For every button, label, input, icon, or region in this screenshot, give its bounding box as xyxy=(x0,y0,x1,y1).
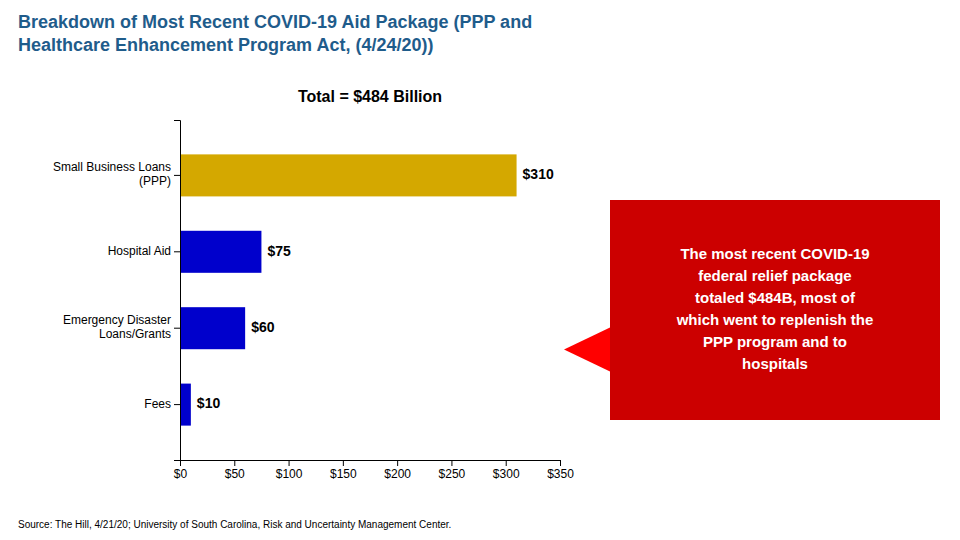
text-line: (PPP) xyxy=(139,175,171,189)
x-tick: $300 xyxy=(493,460,520,481)
x-tick-label: $100 xyxy=(276,467,303,481)
x-tick-mark xyxy=(451,460,452,466)
data-label: $10 xyxy=(197,395,221,411)
y-tick-label: Hospital Aid xyxy=(108,244,171,258)
text-line: federal relief package xyxy=(698,267,851,284)
x-tick: $150 xyxy=(330,460,357,481)
source: Source: The Hill, 4/21/20; University of… xyxy=(18,519,451,530)
y-tick: Small Business Loans(PPP) xyxy=(53,161,180,189)
x-tick: $200 xyxy=(384,460,411,481)
x-tick-mark xyxy=(397,460,398,466)
text-line: The most recent COVID-19 xyxy=(680,245,869,262)
y-tick-mark xyxy=(174,404,180,405)
y-tick: Emergency DisasterLoans/Grants xyxy=(63,313,180,341)
x-axis: $0 $50 $100 $150 $200 $250 $300 $350 xyxy=(174,460,574,481)
annotation-text: The most recent COVID-19 federal relief p… xyxy=(676,245,874,372)
text-line: Small Business Loans xyxy=(53,161,171,175)
text-line: Hospital Aid xyxy=(108,244,171,258)
y-tick-label: Emergency DisasterLoans/Grants xyxy=(63,313,171,341)
text-line: totaled $484B, most of xyxy=(695,289,856,306)
x-tick: $250 xyxy=(439,460,466,481)
subtitle: Total = $484 Billion xyxy=(298,88,442,105)
text-line: Breakdown of Most Recent COVID-19 Aid Pa… xyxy=(18,12,532,32)
x-tick: $50 xyxy=(225,460,245,481)
bars xyxy=(180,154,517,425)
x-tick-label: $150 xyxy=(330,467,357,481)
x-tick-mark xyxy=(506,460,507,466)
x-tick-label: $50 xyxy=(225,467,245,481)
plot: $0 $50 $100 $150 $200 $250 $300 $350 Fees Emergen… xyxy=(53,121,574,481)
x-tick-label: $200 xyxy=(384,467,411,481)
y-tick-mark xyxy=(174,328,180,329)
x-axis-line xyxy=(181,461,561,467)
text-line: PPP program and to xyxy=(703,333,847,350)
bar xyxy=(180,384,191,426)
text-line: Healthcare Enhancement Program Act, (4/2… xyxy=(18,35,433,55)
y-tick-label: Small Business Loans(PPP) xyxy=(53,161,171,189)
x-tick-label: $300 xyxy=(493,467,520,481)
x-tick-label: $350 xyxy=(547,467,574,481)
annotation: The most recent COVID-19 federal relief p… xyxy=(564,200,940,420)
chart: Breakdown of Most Recent COVID-19 Aid Pa… xyxy=(0,0,960,540)
y-tick: Fees xyxy=(144,397,180,411)
y-tick-mark xyxy=(174,251,180,252)
text-line: Fees xyxy=(144,397,171,411)
data-labels: $10 $60 $75 $310 xyxy=(197,166,554,411)
data-label: $75 xyxy=(267,243,291,259)
title: Breakdown of Most Recent COVID-19 Aid Pa… xyxy=(18,12,532,55)
y-axis: Fees Emergency DisasterLoans/Grants Hospit… xyxy=(53,121,181,461)
x-tick-mark xyxy=(234,460,235,466)
data-label: $310 xyxy=(523,166,554,182)
x-tick-label: $0 xyxy=(174,467,188,481)
y-tick: Hospital Aid xyxy=(108,244,180,258)
text-line: Emergency Disaster xyxy=(63,313,171,327)
x-tick: $100 xyxy=(276,460,303,481)
data-label: $60 xyxy=(251,319,275,335)
bar xyxy=(180,231,261,273)
text-line: Loans/Grants xyxy=(99,327,171,341)
x-tick-mark xyxy=(289,460,290,466)
text-line: which went to replenish the xyxy=(676,311,874,328)
annotation-arrow xyxy=(564,328,610,372)
x-tick: $350 xyxy=(547,460,574,481)
x-tick-label: $250 xyxy=(439,467,466,481)
y-tick-label: Fees xyxy=(144,397,171,411)
annotation-box xyxy=(610,200,940,420)
x-tick: $0 xyxy=(174,460,188,481)
bar xyxy=(180,154,517,196)
y-axis-line xyxy=(174,121,181,461)
text-line: hospitals xyxy=(742,355,808,372)
x-tick-mark xyxy=(343,460,344,466)
x-tick-mark xyxy=(560,460,561,466)
bar xyxy=(180,307,245,349)
y-tick-mark xyxy=(174,175,180,176)
